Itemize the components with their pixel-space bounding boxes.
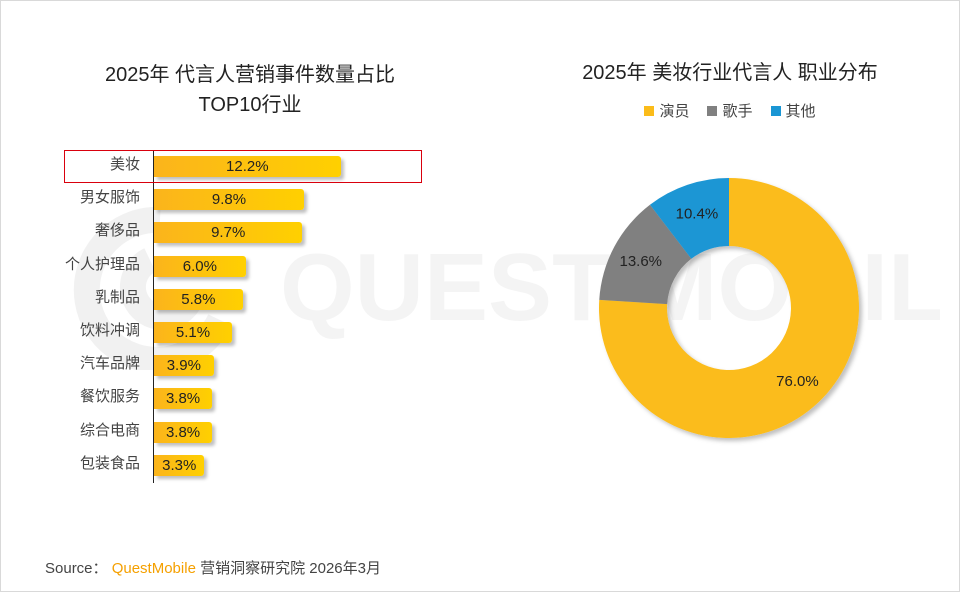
bar-category-label: 包装食品: [79, 454, 140, 472]
bar-row: 男女服饰 9.8%: [0, 186, 960, 211]
bar: 3.9%: [154, 355, 214, 377]
legend-swatch-icon: [707, 105, 718, 116]
bar-category-label: 奢侈品: [94, 222, 140, 240]
bar: 9.7%: [154, 222, 303, 244]
bar-category-label: 汽车品牌: [79, 355, 140, 373]
bar-category-label: 餐饮服务: [79, 388, 140, 406]
donut-legend: 演员 歌手 其他: [600, 100, 860, 121]
bar: 3.8%: [154, 421, 213, 443]
bar: 5.1%: [154, 322, 233, 343]
bar-row: 饮料冲调 5.1%: [0, 319, 960, 343]
legend-label: 演员: [659, 103, 690, 120]
donut-chart-title: 2025年 美妆行业代言人 职业分布: [582, 62, 878, 84]
bar-row: 乳制品 5.8%: [0, 286, 960, 310]
bar-category-label: 综合电商: [79, 421, 140, 439]
donut-value-label: 76.0%: [776, 373, 819, 390]
bar: 9.8%: [154, 189, 304, 211]
bar-category-label: 男女服饰: [79, 189, 140, 207]
bar-category-label: 美妆: [109, 156, 140, 173]
bar: 6.0%: [154, 255, 246, 277]
bar-category-label: 饮料冲调: [79, 322, 140, 339]
source-brand: QuestMobile: [111, 560, 196, 577]
bar-chart-axis: [153, 150, 154, 483]
source-note: Source： QuestMobile 营销洞察研究院 2026年3月: [45, 557, 381, 578]
legend-label: 歌手: [722, 103, 753, 120]
bar-category-label: 个人护理品: [64, 255, 140, 273]
source-prefix: Source：: [45, 560, 108, 577]
legend-swatch-icon: [644, 105, 655, 116]
legend-item: 歌手: [707, 100, 753, 121]
bar-row: 综合电商 3.8%: [0, 419, 960, 443]
bar: 3.8%: [154, 388, 213, 410]
bar-chart-title-line1: 2025年 代言人营销事件数量占比: [104, 64, 396, 86]
source-suffix: 营销洞察研究院 2026年3月: [200, 560, 381, 577]
donut-chart: 76.0% 13.6% 10.4%: [599, 178, 859, 438]
donut-segment: [599, 178, 859, 438]
bar: 3.3%: [154, 454, 205, 476]
legend-item: 其他: [770, 100, 816, 121]
legend-item: 演员: [644, 100, 689, 121]
bar-row: 包装食品 3.3%: [0, 452, 960, 476]
donut-value-label: 13.6%: [619, 253, 662, 270]
bar: 5.8%: [154, 288, 243, 310]
bar-category-label: 乳制品: [94, 288, 140, 306]
bar-row: 餐饮服务 3.8%: [0, 385, 960, 410]
donut-value-label: 10.4%: [676, 205, 719, 222]
bar-chart-title: 2025年 代言人营销事件数量占比 TOP10行业: [60, 60, 440, 120]
legend-swatch-icon: [770, 105, 781, 116]
bar: 12.2%: [154, 156, 341, 177]
donut-segment: [599, 204, 692, 305]
highlight-box: [64, 150, 422, 183]
bar-row: 个人护理品 6.0%: [0, 253, 960, 277]
legend-label: 其他: [785, 103, 816, 120]
bar-row: 美妆 12.2%: [0, 153, 960, 177]
bar-row: 汽车品牌 3.9%: [0, 352, 960, 377]
bar-row: 奢侈品 9.7%: [0, 219, 960, 244]
donut-segment: [649, 178, 729, 259]
bar-chart-title-line2: TOP10行业: [198, 94, 302, 116]
